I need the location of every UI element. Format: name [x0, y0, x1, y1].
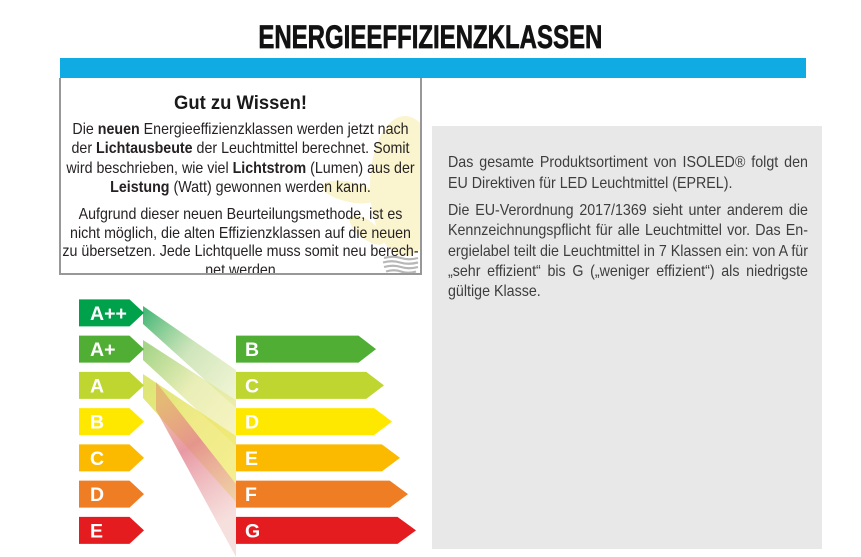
svg-text:D: D [245, 412, 259, 434]
svg-text:A++: A++ [90, 303, 127, 325]
svg-text:B: B [245, 339, 259, 361]
svg-text:C: C [245, 375, 259, 397]
svg-text:F: F [245, 484, 257, 506]
svg-text:E: E [245, 448, 258, 470]
svg-text:B: B [90, 412, 104, 434]
svg-text:E: E [90, 520, 103, 542]
svg-text:C: C [90, 448, 104, 470]
svg-text:D: D [90, 484, 104, 506]
svg-text:G: G [245, 520, 260, 542]
svg-text:A: A [90, 375, 104, 397]
svg-text:A+: A+ [90, 339, 115, 361]
